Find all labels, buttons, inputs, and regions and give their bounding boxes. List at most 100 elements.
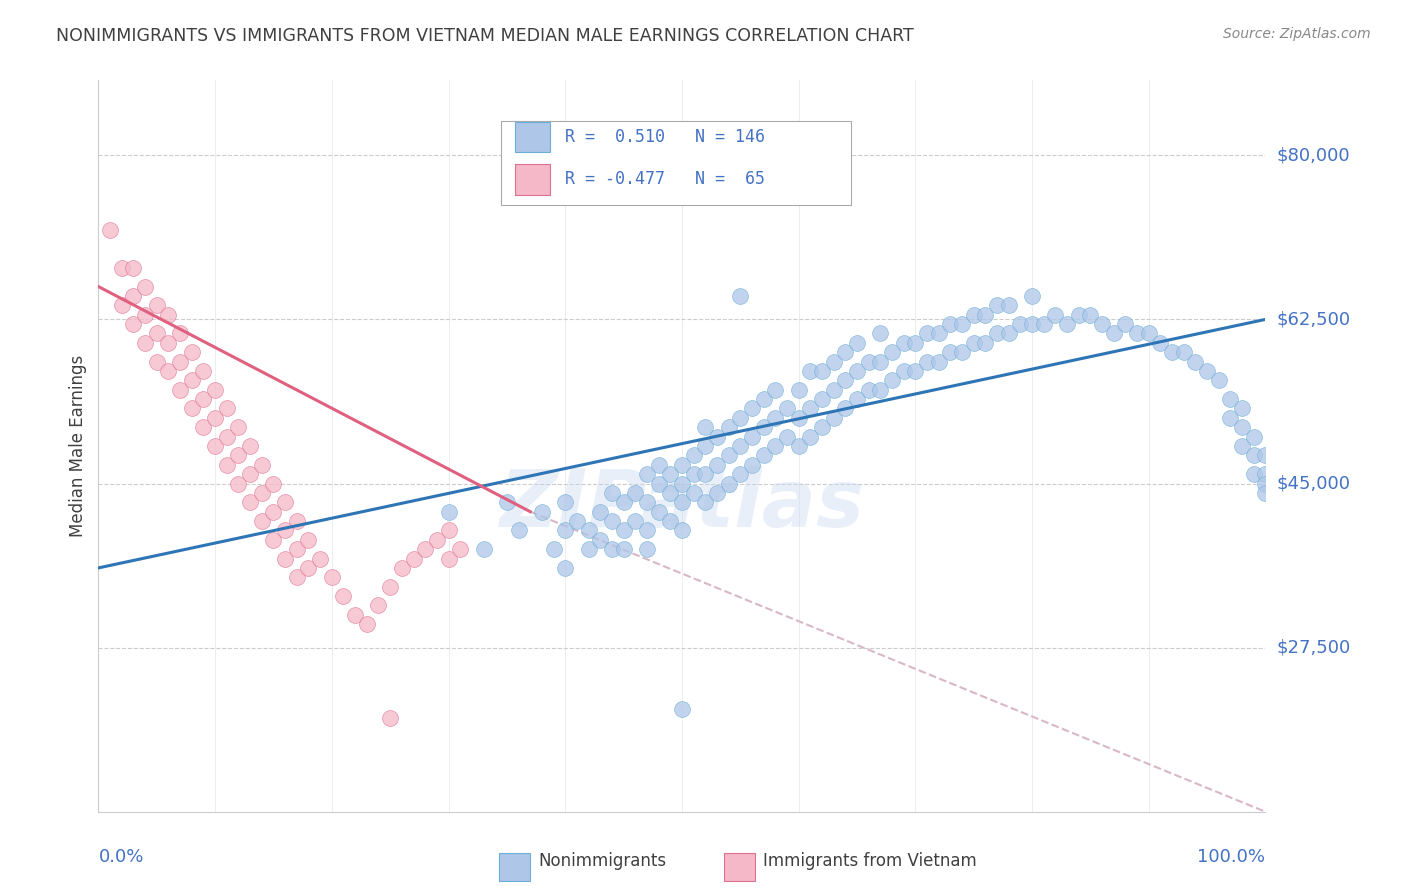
Point: [250, 486, 273, 500]
Point: [636, 524, 658, 538]
Point: [730, 439, 752, 453]
Text: $80,000: $80,000: [1277, 146, 1350, 164]
Point: [589, 533, 612, 547]
Point: [811, 392, 834, 406]
Point: [228, 476, 250, 491]
Point: [695, 495, 717, 509]
Point: [309, 551, 332, 566]
Point: [893, 364, 915, 378]
Point: [380, 711, 402, 725]
Point: [695, 439, 717, 453]
Point: [659, 486, 682, 500]
Point: [858, 383, 880, 397]
Point: [613, 524, 636, 538]
Point: [706, 486, 728, 500]
Point: [1184, 354, 1206, 368]
Point: [543, 542, 565, 557]
Point: [671, 524, 693, 538]
Point: [157, 308, 180, 322]
Text: 0.0%: 0.0%: [98, 848, 143, 866]
Point: [695, 420, 717, 434]
Point: [146, 354, 169, 368]
Text: ZIPatlas: ZIPatlas: [499, 466, 865, 543]
Point: [111, 298, 134, 312]
Point: [647, 458, 669, 472]
Point: [811, 420, 834, 434]
Point: [787, 383, 810, 397]
Point: [787, 410, 810, 425]
Point: [1254, 476, 1277, 491]
Point: [799, 364, 821, 378]
Point: [1056, 317, 1078, 331]
Point: [321, 570, 343, 584]
Text: 100.0%: 100.0%: [1198, 848, 1265, 866]
Point: [741, 401, 763, 416]
Point: [682, 486, 704, 500]
Point: [613, 542, 636, 557]
Point: [530, 505, 553, 519]
Point: [647, 505, 669, 519]
Point: [146, 326, 169, 341]
Point: [146, 298, 169, 312]
Point: [834, 401, 856, 416]
Point: [157, 364, 180, 378]
Point: [1243, 429, 1265, 443]
Point: [1080, 308, 1102, 322]
Text: $27,500: $27,500: [1277, 639, 1351, 657]
Point: [1208, 373, 1230, 387]
Point: [169, 354, 191, 368]
Point: [134, 279, 156, 293]
Point: [752, 420, 775, 434]
Point: [250, 458, 273, 472]
Point: [752, 449, 775, 463]
Point: [763, 410, 786, 425]
Point: [682, 449, 704, 463]
Point: [974, 335, 997, 350]
Point: [250, 514, 273, 528]
Point: [799, 429, 821, 443]
Point: [169, 383, 191, 397]
Point: [962, 335, 984, 350]
Point: [297, 561, 319, 575]
Point: [180, 345, 202, 359]
FancyBboxPatch shape: [501, 120, 851, 204]
Point: [472, 542, 495, 557]
Point: [285, 514, 308, 528]
Point: [730, 467, 752, 482]
Point: [1114, 317, 1136, 331]
Point: [134, 308, 156, 322]
Point: [1254, 467, 1277, 482]
Point: [262, 476, 284, 491]
Point: [636, 495, 658, 509]
Y-axis label: Median Male Earnings: Median Male Earnings: [69, 355, 87, 537]
Point: [297, 533, 319, 547]
Point: [950, 317, 973, 331]
Point: [846, 392, 869, 406]
Point: [111, 260, 134, 275]
Point: [496, 495, 519, 509]
Text: $62,500: $62,500: [1277, 310, 1351, 328]
Point: [799, 401, 821, 416]
Point: [834, 345, 856, 359]
Point: [285, 570, 308, 584]
Point: [671, 458, 693, 472]
Point: [730, 410, 752, 425]
Point: [752, 392, 775, 406]
Point: [823, 354, 845, 368]
Point: [367, 599, 389, 613]
Point: [823, 383, 845, 397]
Point: [344, 607, 367, 622]
Point: [834, 373, 856, 387]
Point: [356, 617, 378, 632]
Point: [1021, 289, 1043, 303]
Point: [730, 289, 752, 303]
Point: [402, 551, 425, 566]
Point: [274, 524, 297, 538]
Point: [997, 298, 1019, 312]
Point: [823, 410, 845, 425]
Point: [274, 495, 297, 509]
Point: [215, 429, 238, 443]
Point: [624, 486, 647, 500]
Point: [600, 514, 623, 528]
Point: [1032, 317, 1054, 331]
